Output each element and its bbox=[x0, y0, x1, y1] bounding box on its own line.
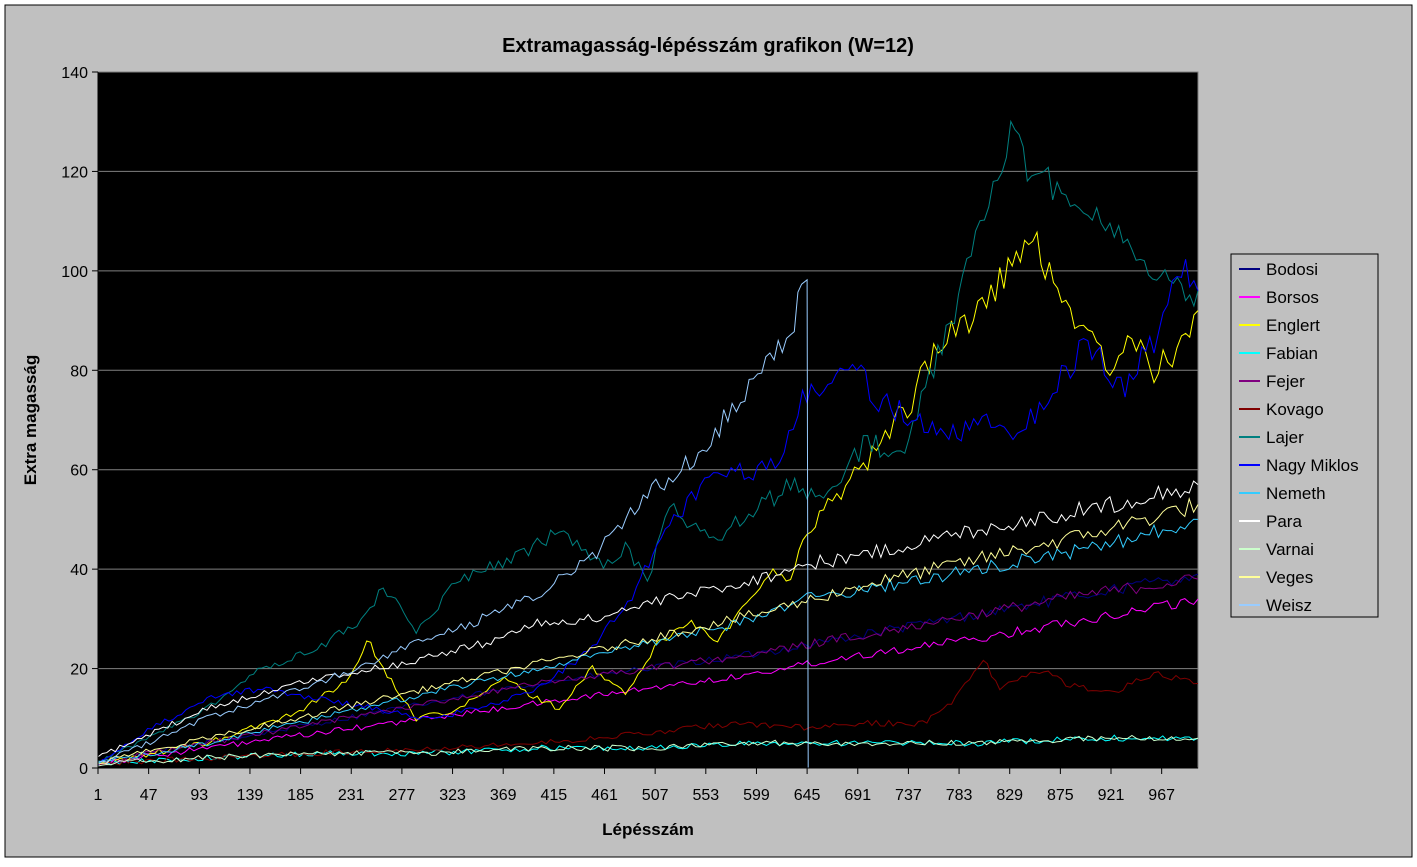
legend-label: Fejer bbox=[1266, 372, 1305, 391]
chart-title: Extramagasság-lépésszám grafikon (W=12) bbox=[502, 35, 914, 57]
legend-label: Nagy Miklos bbox=[1266, 456, 1359, 475]
x-tick-label: 645 bbox=[794, 787, 821, 804]
series-line-kovago bbox=[97, 659, 1199, 766]
x-tick-label: 139 bbox=[237, 787, 264, 804]
x-tick-label: 47 bbox=[140, 787, 158, 804]
series-line-fejer bbox=[97, 574, 1199, 766]
x-tick-label: 231 bbox=[338, 787, 365, 804]
gridlines bbox=[98, 170, 1198, 670]
x-tick-label: 737 bbox=[895, 787, 922, 804]
legend-label: Lajer bbox=[1266, 428, 1304, 447]
legend-box bbox=[1230, 253, 1379, 618]
series-line-englert bbox=[97, 230, 1199, 764]
legend-label: Englert bbox=[1266, 316, 1320, 335]
y-tick-label: 80 bbox=[70, 363, 88, 380]
x-tick-label: 185 bbox=[287, 787, 314, 804]
axes: 0 20 40 60 80 100 120 140 1 47 93 139 185 231 277 323 36… bbox=[61, 65, 1198, 804]
x-tick-label: 829 bbox=[996, 787, 1023, 804]
legend-label: Para bbox=[1266, 512, 1302, 531]
y-tick-label: 60 bbox=[70, 463, 88, 480]
y-tick-label: 120 bbox=[61, 164, 88, 181]
legend-label: Nemeth bbox=[1266, 484, 1326, 503]
y-tick-label: 20 bbox=[70, 662, 88, 679]
x-tick-label: 369 bbox=[490, 787, 517, 804]
y-tick-label: 0 bbox=[79, 761, 88, 778]
legend-label: Varnai bbox=[1266, 540, 1314, 559]
series-line-veges bbox=[97, 496, 1199, 765]
legend: Bodosi Borsos Englert Fabian Fejer Kovago Laje… bbox=[1230, 253, 1379, 618]
x-tick-label: 967 bbox=[1148, 787, 1175, 804]
plot-area bbox=[97, 71, 1199, 769]
y-tick-label: 100 bbox=[61, 264, 88, 281]
series-line-nagy-miklos bbox=[97, 259, 1199, 767]
series-line-weisz bbox=[97, 278, 809, 769]
x-tick-label: 875 bbox=[1047, 787, 1074, 804]
x-tick-label: 507 bbox=[642, 787, 669, 804]
legend-label: Kovago bbox=[1266, 400, 1324, 419]
x-tick-label: 277 bbox=[389, 787, 416, 804]
y-axis-label: Extra magasság bbox=[21, 355, 40, 485]
x-tick-label: 461 bbox=[591, 787, 618, 804]
legend-label: Bodosi bbox=[1266, 260, 1318, 279]
series-line-bodosi bbox=[97, 573, 1199, 765]
series-line-borsos bbox=[97, 598, 1199, 766]
series-line-nemeth bbox=[97, 518, 1199, 765]
x-tick-label: 921 bbox=[1098, 787, 1125, 804]
x-tick-label: 691 bbox=[844, 787, 871, 804]
series-line-lajer bbox=[97, 119, 1199, 763]
x-tick-label: 553 bbox=[692, 787, 719, 804]
series-line-para bbox=[97, 480, 1199, 758]
y-tick-label: 140 bbox=[61, 65, 88, 82]
x-tick-label: 599 bbox=[743, 787, 770, 804]
x-tick-label: 783 bbox=[946, 787, 973, 804]
legend-label: Borsos bbox=[1266, 288, 1319, 307]
y-tick-label: 40 bbox=[70, 562, 88, 579]
legend-label: Veges bbox=[1266, 568, 1313, 587]
x-tick-label: 415 bbox=[541, 787, 568, 804]
series-line-fabian bbox=[97, 734, 1199, 766]
x-tick-label: 93 bbox=[190, 787, 208, 804]
x-axis-label: Lépésszám bbox=[602, 820, 694, 839]
legend-label: Fabian bbox=[1266, 344, 1318, 363]
legend-label: Weisz bbox=[1266, 596, 1312, 615]
x-tick-label: 323 bbox=[439, 787, 466, 804]
series-lines bbox=[97, 119, 1199, 769]
x-tick-label: 1 bbox=[94, 787, 103, 804]
series-line-varnai bbox=[97, 734, 1199, 767]
